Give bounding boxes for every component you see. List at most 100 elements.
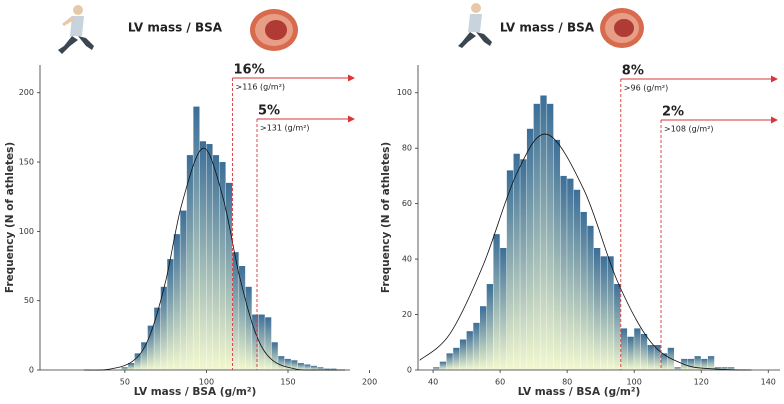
threshold-percent: 16% <box>234 63 265 78</box>
bar <box>520 159 527 370</box>
bar <box>654 345 661 370</box>
bar <box>206 144 213 370</box>
bar <box>567 178 574 370</box>
y-tick-label: 0 <box>29 366 34 375</box>
bar <box>167 259 174 370</box>
bar <box>728 367 735 370</box>
x-tick-label: 50 <box>120 378 130 387</box>
y-tick-label: 100 <box>397 88 412 97</box>
bar <box>614 284 621 370</box>
bar <box>310 365 317 370</box>
bar <box>304 364 311 370</box>
bar <box>459 339 467 370</box>
threshold-percent: 8% <box>622 64 644 79</box>
bar <box>634 328 641 370</box>
bar <box>160 286 167 370</box>
bar <box>466 331 473 370</box>
y-tick-label: 40 <box>402 255 412 264</box>
bar <box>239 266 246 370</box>
y-tick-label: 20 <box>402 310 412 319</box>
threshold-label: >116 (g/m²) <box>236 83 286 92</box>
bar <box>212 155 220 370</box>
y-tick-label: 50 <box>24 296 34 305</box>
bar <box>278 356 285 370</box>
bar <box>687 358 695 370</box>
bar <box>513 153 520 370</box>
bar <box>193 106 200 370</box>
bar <box>128 363 135 370</box>
bar <box>547 103 554 371</box>
y-axis-label: Frequency (N of athletes) <box>380 142 392 293</box>
bar <box>291 360 298 370</box>
bar <box>553 139 561 370</box>
y-tick-label: 100 <box>19 227 34 236</box>
bar <box>533 103 540 371</box>
bar <box>186 155 193 370</box>
bar <box>134 353 141 370</box>
x-axis-label: LV mass / BSA (g/m²) <box>518 386 641 398</box>
threshold-label: >108 (g/m²) <box>664 125 714 134</box>
chart-title: LV mass / BSA <box>500 21 595 35</box>
bar <box>560 175 567 370</box>
bar <box>593 248 601 370</box>
bar <box>721 367 728 370</box>
y-axis-label: Frequency (N of athletes) <box>4 142 16 293</box>
bar <box>219 162 226 370</box>
bar <box>453 347 460 370</box>
x-tick-label: 100 <box>199 378 214 387</box>
bar <box>330 368 337 370</box>
bar <box>297 363 304 370</box>
arrow-head <box>348 74 355 82</box>
fit-curve <box>84 147 346 371</box>
bar <box>323 368 331 370</box>
bar <box>480 306 487 370</box>
bar <box>573 189 581 370</box>
bar <box>661 353 668 370</box>
bar <box>493 234 500 370</box>
threshold-label: >96 (g/m²) <box>624 84 668 93</box>
bar <box>141 342 148 370</box>
bar <box>252 314 259 370</box>
arrow-head <box>771 75 778 83</box>
bar <box>199 141 207 370</box>
bar <box>245 286 252 370</box>
arrow-head <box>771 116 778 124</box>
bar <box>580 211 587 370</box>
bar <box>620 328 628 370</box>
threshold-label: >131 (g/m²) <box>260 124 310 133</box>
bar <box>232 252 239 370</box>
y-tick-label: 60 <box>402 199 412 208</box>
bar <box>647 345 654 370</box>
bar <box>526 128 534 370</box>
x-tick-label: 120 <box>694 378 709 387</box>
runner-icon <box>58 5 94 54</box>
fit-curve <box>419 133 752 371</box>
bar <box>701 358 708 370</box>
bar <box>180 210 187 370</box>
bar <box>486 284 494 370</box>
bar <box>271 342 278 370</box>
arrow-head <box>348 115 355 123</box>
bar <box>173 234 180 370</box>
bar <box>714 367 721 370</box>
bar <box>147 325 154 370</box>
x-tick-label: 100 <box>627 378 642 387</box>
x-tick-label: 140 <box>761 378 776 387</box>
bar <box>587 225 594 370</box>
x-axis-label: LV mass / BSA (g/m²) <box>134 386 257 398</box>
bar <box>674 367 681 370</box>
y-tick-label: 80 <box>402 144 412 153</box>
x-tick-label: 150 <box>280 378 295 387</box>
bar <box>506 170 514 370</box>
bar <box>707 356 715 370</box>
y-tick-label: 200 <box>19 88 34 97</box>
x-tick-label: 80 <box>562 378 572 387</box>
bar <box>627 336 634 370</box>
threshold-percent: 2% <box>662 105 684 120</box>
heart-section-icon <box>600 8 644 48</box>
heart-section-icon <box>250 9 298 51</box>
threshold-percent: 5% <box>258 104 280 119</box>
runner-icon <box>458 3 492 48</box>
bar <box>284 358 291 370</box>
